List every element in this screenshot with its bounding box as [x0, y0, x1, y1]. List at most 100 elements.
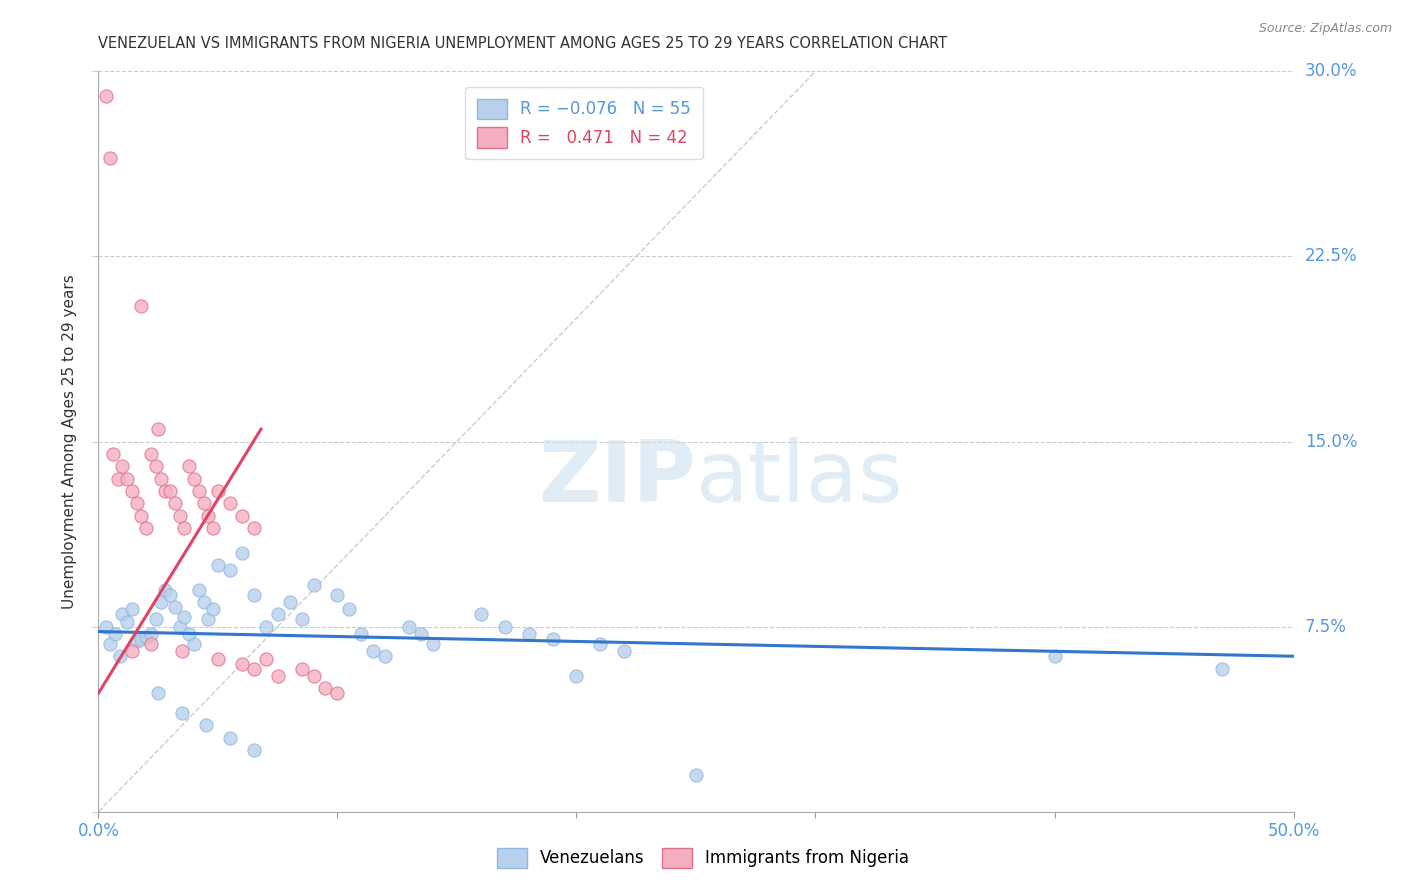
- Point: [302, 577, 325, 591]
- Point: [183, 471, 205, 485]
- Point: [193, 595, 215, 609]
- Text: 22.5%: 22.5%: [1305, 247, 1357, 266]
- Text: atlas: atlas: [696, 437, 904, 520]
- Point: [121, 644, 143, 658]
- Point: [194, 718, 217, 732]
- Point: [115, 615, 138, 629]
- Point: [94, 619, 117, 633]
- Point: [173, 609, 195, 624]
- Point: [155, 483, 177, 498]
- Point: [169, 619, 191, 633]
- Point: [121, 602, 143, 616]
- Point: [243, 743, 266, 757]
- Point: [193, 496, 215, 510]
- Point: [173, 521, 195, 535]
- Point: [163, 496, 186, 510]
- Point: [315, 681, 337, 696]
- Point: [104, 627, 127, 641]
- Text: 30.0%: 30.0%: [1305, 62, 1357, 80]
- Point: [589, 637, 612, 651]
- Point: [101, 447, 124, 461]
- Point: [494, 619, 516, 633]
- Point: [139, 627, 162, 641]
- Point: [94, 89, 117, 103]
- Legend: R = −0.076   N = 55, R =   0.471   N = 42: R = −0.076 N = 55, R = 0.471 N = 42: [465, 87, 703, 160]
- Point: [267, 669, 290, 683]
- Point: [159, 483, 181, 498]
- Point: [326, 588, 349, 602]
- Point: [139, 637, 162, 651]
- Point: [197, 508, 219, 523]
- Point: [411, 627, 433, 641]
- Point: [1043, 649, 1066, 664]
- Point: [613, 644, 636, 658]
- Point: [131, 299, 153, 313]
- Point: [202, 602, 225, 616]
- Point: [148, 686, 170, 700]
- Point: [290, 612, 312, 626]
- Y-axis label: Unemployment Among Ages 25 to 29 years: Unemployment Among Ages 25 to 29 years: [62, 274, 77, 609]
- Point: [197, 612, 219, 626]
- Point: [231, 508, 253, 523]
- Point: [125, 634, 148, 648]
- Point: [187, 582, 209, 597]
- Point: [267, 607, 290, 622]
- Point: [326, 686, 349, 700]
- Point: [148, 422, 170, 436]
- Point: [202, 521, 225, 535]
- Point: [108, 649, 131, 664]
- Point: [163, 599, 186, 614]
- Point: [337, 602, 360, 616]
- Point: [207, 558, 229, 572]
- Point: [98, 151, 122, 165]
- Point: [219, 731, 242, 745]
- Point: [278, 595, 301, 609]
- Point: [149, 595, 172, 609]
- Point: [219, 563, 242, 577]
- Point: [374, 649, 396, 664]
- Point: [243, 521, 266, 535]
- Point: [155, 582, 177, 597]
- Point: [179, 627, 201, 641]
- Point: [243, 662, 266, 676]
- Point: [243, 588, 266, 602]
- Text: VENEZUELAN VS IMMIGRANTS FROM NIGERIA UNEMPLOYMENT AMONG AGES 25 TO 29 YEARS COR: VENEZUELAN VS IMMIGRANTS FROM NIGERIA UN…: [98, 36, 948, 51]
- Point: [135, 630, 157, 644]
- Point: [172, 706, 194, 720]
- Point: [470, 607, 492, 622]
- Point: [159, 588, 181, 602]
- Point: [135, 521, 157, 535]
- Point: [179, 459, 201, 474]
- Point: [139, 447, 162, 461]
- Text: 7.5%: 7.5%: [1305, 617, 1347, 636]
- Point: [565, 669, 588, 683]
- Point: [350, 627, 373, 641]
- Point: [398, 619, 420, 633]
- Point: [363, 644, 385, 658]
- Point: [207, 651, 229, 665]
- Point: [107, 471, 129, 485]
- Point: [131, 508, 153, 523]
- Point: [254, 651, 277, 665]
- Text: Source: ZipAtlas.com: Source: ZipAtlas.com: [1258, 22, 1392, 36]
- Point: [207, 483, 229, 498]
- Point: [145, 459, 167, 474]
- Point: [219, 496, 242, 510]
- Point: [254, 619, 277, 633]
- Point: [685, 767, 707, 781]
- Point: [111, 607, 134, 622]
- Text: 15.0%: 15.0%: [1305, 433, 1357, 450]
- Point: [231, 657, 253, 671]
- Point: [115, 471, 138, 485]
- Point: [121, 483, 143, 498]
- Point: [149, 471, 172, 485]
- Point: [231, 546, 253, 560]
- Point: [517, 627, 540, 641]
- Point: [541, 632, 564, 646]
- Point: [145, 612, 167, 626]
- Point: [183, 637, 205, 651]
- Point: [1211, 662, 1233, 676]
- Point: [111, 459, 134, 474]
- Legend: Venezuelans, Immigrants from Nigeria: Venezuelans, Immigrants from Nigeria: [491, 841, 915, 875]
- Point: [422, 637, 444, 651]
